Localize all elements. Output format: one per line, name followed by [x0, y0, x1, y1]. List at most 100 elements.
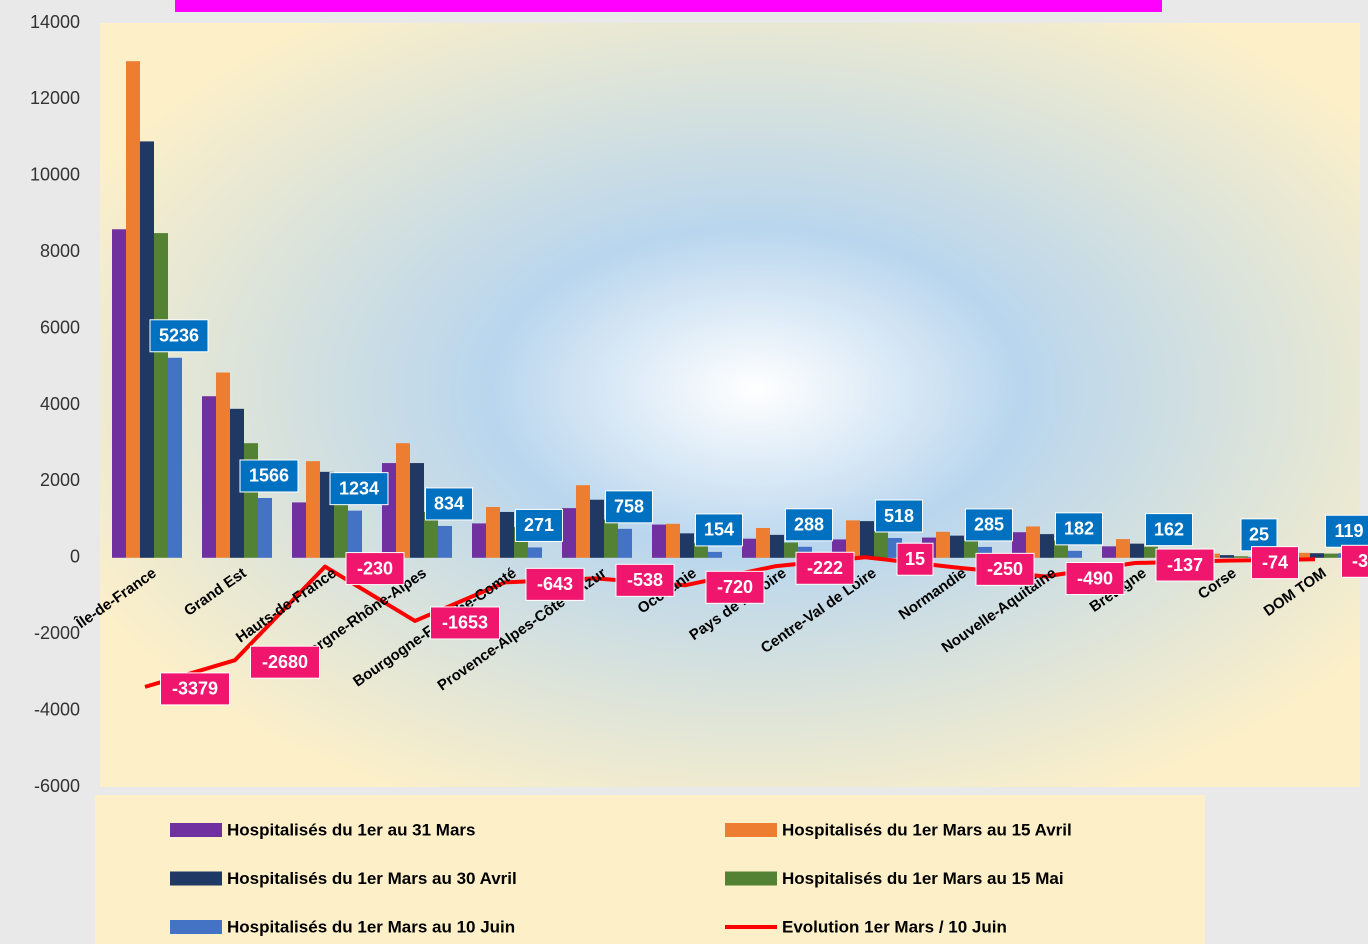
bar: [258, 497, 272, 558]
bar: [112, 229, 126, 558]
data-label: -39: [1352, 551, 1368, 571]
data-label: -490: [1077, 568, 1113, 588]
legend-label: Hospitalisés du 1er au 31 Mars: [227, 820, 476, 839]
bar: [1324, 553, 1338, 558]
bar: [576, 485, 590, 558]
data-label-box: [1065, 562, 1125, 596]
data-label-box: [965, 508, 1013, 542]
legend-swatch: [170, 920, 222, 934]
bar: [874, 531, 888, 558]
bar: [472, 523, 486, 558]
data-label: 758: [614, 497, 644, 517]
data-label-box: [425, 487, 473, 521]
bar: [666, 523, 680, 558]
legend-label: Hospitalisés du 1er Mars au 15 Mai: [782, 869, 1064, 888]
bar: [604, 519, 618, 558]
data-label-box: [525, 567, 585, 601]
bar: [742, 538, 756, 558]
data-label: -720: [717, 577, 753, 597]
bar: [1220, 555, 1234, 558]
data-label: 285: [974, 515, 1004, 535]
data-label-box: [239, 459, 299, 493]
legend-box: [95, 795, 1205, 944]
bar: [618, 528, 632, 558]
bar: [950, 535, 964, 558]
data-label: 834: [434, 494, 464, 514]
data-label: 271: [524, 515, 554, 535]
data-label-box: [250, 645, 320, 679]
legend-swatch: [725, 823, 777, 837]
y-tick-label: 8000: [40, 241, 80, 261]
data-label-box: [605, 490, 653, 524]
data-label: -222: [807, 558, 843, 578]
data-label: 1566: [249, 466, 289, 486]
legend-label: Evolution 1er Mars / 10 Juin: [782, 917, 1007, 936]
legend-label: Hospitalisés du 1er Mars au 15 Avril: [782, 820, 1072, 839]
data-label: 5236: [159, 326, 199, 346]
data-label: -230: [357, 558, 393, 578]
y-tick-label: 10000: [30, 165, 80, 185]
data-label: -137: [1167, 555, 1203, 575]
bar: [1116, 539, 1130, 558]
y-tick-label: 6000: [40, 317, 80, 337]
bar: [500, 511, 514, 558]
legend-label: Hospitalisés du 1er Mars au 30 Avril: [227, 869, 517, 888]
data-label-box: [149, 319, 209, 353]
bar: [1310, 553, 1324, 558]
data-label: -2680: [262, 652, 308, 672]
bar: [708, 551, 722, 558]
y-tick-label: -6000: [34, 776, 80, 796]
bar: [126, 61, 140, 558]
title-banner: [175, 0, 1162, 12]
data-label-box: [705, 570, 765, 604]
bar: [1102, 546, 1116, 558]
data-label: -74: [1262, 552, 1288, 572]
legend-swatch: [170, 823, 222, 837]
bar: [1130, 543, 1144, 558]
bar: [424, 511, 438, 558]
bar: [936, 531, 950, 558]
data-label-box: [1155, 548, 1215, 582]
y-tick-label: -2000: [34, 623, 80, 643]
bar: [1234, 556, 1248, 558]
legend-swatch: [725, 871, 777, 886]
bar: [756, 528, 770, 558]
data-label: -643: [537, 574, 573, 594]
data-label-box: [795, 551, 855, 585]
bar: [1068, 550, 1082, 558]
bar: [770, 534, 784, 558]
data-label: -1653: [442, 613, 488, 633]
data-label-box: [896, 542, 934, 576]
bar: [168, 357, 182, 558]
bar: [306, 461, 320, 558]
y-tick-label: 14000: [30, 12, 80, 32]
bar: [140, 141, 154, 558]
data-label-box: [1251, 546, 1299, 580]
bar: [1144, 546, 1158, 558]
data-label-box: [1240, 518, 1278, 552]
data-label: 182: [1064, 519, 1094, 539]
bar: [202, 396, 216, 558]
y-tick-label: -4000: [34, 699, 80, 719]
bar: [438, 525, 452, 558]
legend-swatch: [170, 871, 222, 886]
bar: [694, 543, 708, 558]
bar: [652, 524, 666, 558]
bar: [348, 510, 362, 558]
data-label: 119: [1334, 521, 1363, 541]
bar: [1012, 532, 1026, 558]
data-label-box: [160, 672, 230, 706]
bar: [978, 546, 992, 558]
data-label-box: [345, 552, 405, 586]
data-label-box: [875, 499, 923, 533]
bar: [334, 502, 348, 558]
data-label-box: [785, 508, 833, 542]
data-label-box: [1341, 544, 1368, 578]
y-tick-label: 4000: [40, 394, 80, 414]
data-label: 162: [1154, 519, 1184, 539]
data-label: 25: [1249, 525, 1269, 545]
bar: [1296, 552, 1310, 558]
bar: [1026, 526, 1040, 558]
bar: [860, 521, 874, 558]
data-label: 288: [794, 515, 824, 535]
